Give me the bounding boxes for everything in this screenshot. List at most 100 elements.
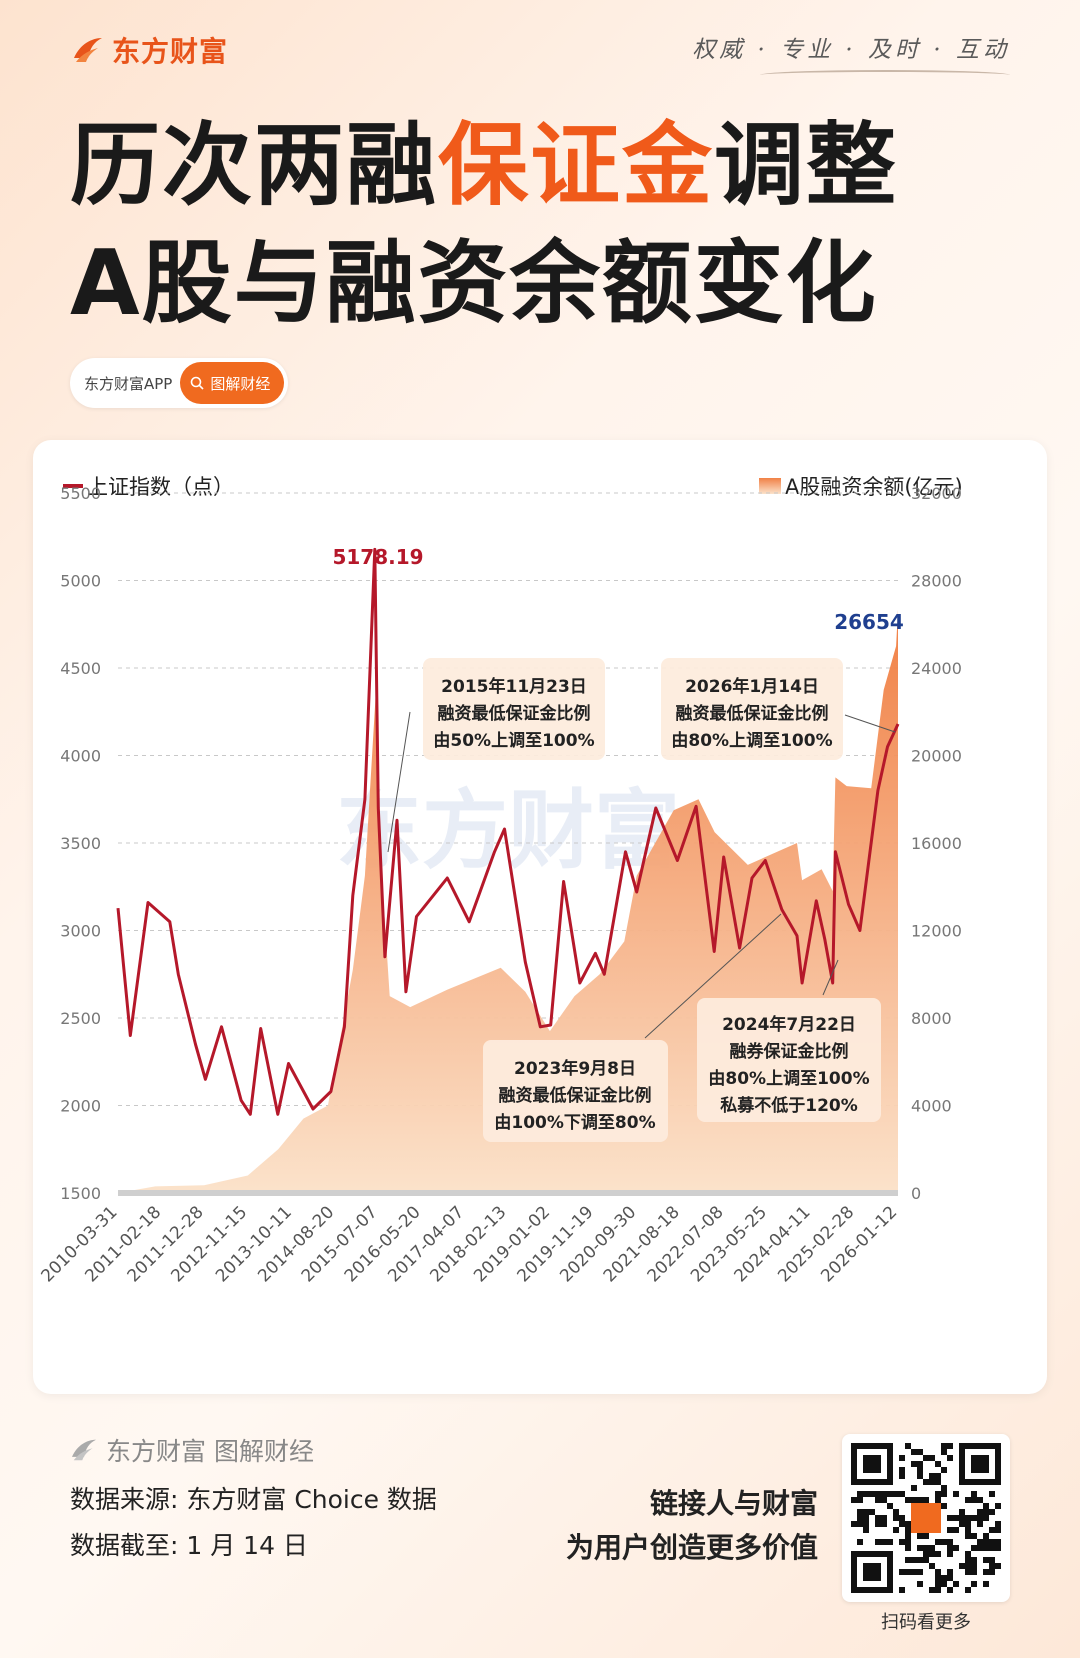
qr-module [989, 1545, 995, 1551]
tagline-1: 链接人与财富 [649, 1487, 818, 1520]
callout-2015: 2015年11月23日 融资最低保证金比例 由50%上调至100% [423, 658, 605, 760]
qr-module [887, 1491, 893, 1497]
qr-module [917, 1569, 923, 1575]
qr-module [971, 1563, 977, 1569]
callout-date: 2015年11月23日 [441, 676, 587, 697]
y-left-tick-label: 2000 [60, 1097, 101, 1116]
legend-balance-swatch [759, 478, 781, 494]
qr-module [965, 1497, 971, 1503]
qr-module [941, 1575, 947, 1581]
pill-tag-label: 图解财经 [210, 374, 271, 393]
qr-module [989, 1557, 995, 1563]
qr-module [953, 1527, 959, 1533]
qr-module [929, 1473, 935, 1479]
qr-module [965, 1527, 971, 1533]
qr-module [953, 1581, 959, 1587]
qr-module [905, 1527, 911, 1533]
qr-module [983, 1557, 989, 1563]
qr-module [857, 1515, 863, 1521]
y-left-tick-label: 5000 [60, 572, 101, 591]
qr-code[interactable] [842, 1434, 1010, 1602]
y-left-tick-label: 1500 [60, 1184, 101, 1203]
qr-module [923, 1497, 929, 1503]
qr-module [959, 1521, 965, 1527]
qr-module [983, 1539, 989, 1545]
qr-module [905, 1557, 911, 1563]
qr-module [965, 1515, 971, 1521]
qr-module [923, 1551, 929, 1557]
qr-module [989, 1491, 995, 1497]
qr-module [863, 1509, 869, 1515]
qr-module [971, 1533, 977, 1539]
qr-module [947, 1569, 953, 1575]
y-left-tick-label: 3500 [60, 834, 101, 853]
pill-app-name: 东方财富APP [84, 374, 173, 393]
qr-module [995, 1503, 1001, 1509]
leader-line-2026 [844, 714, 896, 733]
title-part: 历次两融 [70, 113, 438, 218]
y-right-tick-label: 24000 [911, 659, 962, 678]
y-right-tick-label: 16000 [911, 834, 962, 853]
qr-module [851, 1521, 857, 1527]
callout-line: 融券保证金比例 [730, 1041, 849, 1062]
qr-module [971, 1557, 977, 1563]
app-pill[interactable]: 东方财富APP 图解财经 [70, 358, 289, 408]
qr-module [875, 1521, 881, 1527]
qr-module [911, 1497, 917, 1503]
y-right-tick-label: 4000 [911, 1097, 952, 1116]
qr-module [905, 1533, 911, 1539]
leader-line-2024 [822, 959, 839, 996]
qr-module [941, 1503, 947, 1509]
qr-module [935, 1587, 941, 1593]
qr-module [929, 1545, 935, 1551]
qr-module [893, 1527, 899, 1533]
qr-module [917, 1497, 923, 1503]
qr-module [875, 1515, 881, 1521]
qr-module [959, 1509, 965, 1515]
qr-module [899, 1587, 905, 1593]
legend-balance-label: A股融资余额(亿元) [785, 475, 963, 499]
qr-module [905, 1443, 911, 1449]
callout-line: 融资最低保证金比例 [438, 703, 591, 724]
qr-module [899, 1515, 905, 1521]
qr-module [917, 1467, 923, 1473]
qr-module [935, 1575, 941, 1581]
qr-module [893, 1509, 899, 1515]
qr-module [881, 1515, 887, 1521]
qr-center-logo [911, 1503, 941, 1533]
qr-module [929, 1563, 935, 1569]
callout-date: 2026年1月14日 [685, 676, 819, 697]
data-cutoff: 数据截至: 1 月 14 日 [70, 1531, 308, 1560]
qr-module [911, 1485, 917, 1491]
qr-module [947, 1575, 953, 1581]
qr-module [977, 1497, 983, 1503]
qr-module [899, 1455, 905, 1461]
y-right-tick-label: 8000 [911, 1009, 952, 1028]
qr-module [965, 1563, 971, 1569]
qr-module [935, 1497, 941, 1503]
y-right-tick-label: 12000 [911, 922, 962, 941]
qr-module [869, 1491, 875, 1497]
qr-module [905, 1539, 911, 1545]
pill-tag[interactable]: 图解财经 [180, 362, 285, 404]
qr-module [905, 1569, 911, 1575]
y-right-tick-label: 20000 [911, 747, 962, 766]
qr-module [857, 1497, 863, 1503]
qr-module [923, 1557, 929, 1563]
qr-module [989, 1563, 995, 1569]
qr-module [863, 1491, 869, 1497]
qr-module [977, 1545, 983, 1551]
legend-index-label: 上证指数（点） [87, 475, 234, 499]
qr-module [917, 1461, 923, 1467]
qr-module [929, 1587, 935, 1593]
qr-module [983, 1533, 989, 1539]
y-right-tick-label: 32000 [911, 484, 962, 503]
qr-module [863, 1527, 869, 1533]
qr-label: 扫码看更多 [881, 1612, 971, 1633]
qr-module [947, 1455, 953, 1461]
search-icon [191, 376, 204, 390]
callout-line: 由80%上调至100% [671, 730, 832, 751]
qr-code-icon [851, 1443, 1001, 1593]
qr-module [995, 1563, 1001, 1569]
